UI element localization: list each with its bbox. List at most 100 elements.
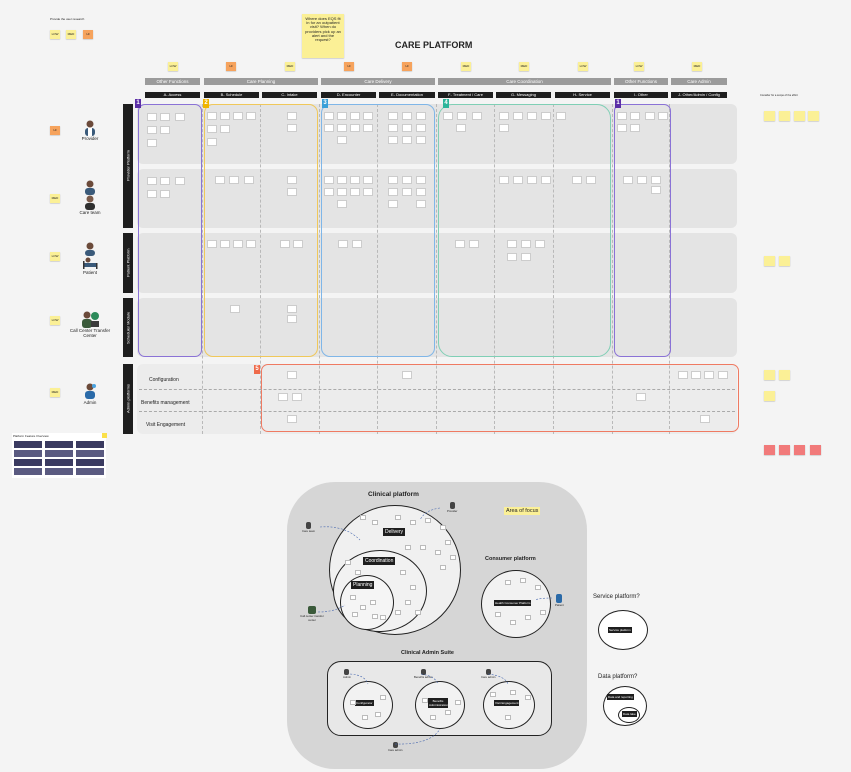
feature-card[interactable] xyxy=(556,112,566,120)
feature-card[interactable] xyxy=(388,136,398,144)
feature-card[interactable] xyxy=(472,112,482,120)
feature-card[interactable] xyxy=(455,240,465,248)
feature-card[interactable] xyxy=(645,112,655,120)
feature-card[interactable] xyxy=(244,176,254,184)
note-sticky[interactable] xyxy=(794,445,805,455)
feature-card[interactable] xyxy=(416,112,426,120)
feature-card[interactable] xyxy=(718,371,728,379)
priority-sticky[interactable]: LOW xyxy=(634,62,644,71)
feature-card[interactable] xyxy=(207,240,217,248)
feature-card[interactable] xyxy=(220,112,230,120)
feature-card[interactable] xyxy=(337,200,347,208)
feature-card[interactable] xyxy=(337,176,347,184)
feature-card[interactable] xyxy=(324,176,334,184)
feature-card[interactable] xyxy=(469,240,479,248)
priority-sticky[interactable]: MED xyxy=(461,62,471,71)
feature-card[interactable] xyxy=(287,315,297,323)
persona-tag-admin[interactable]: MED xyxy=(50,388,60,397)
feature-card[interactable] xyxy=(637,176,647,184)
feature-card[interactable] xyxy=(287,188,297,196)
feature-card[interactable] xyxy=(352,240,362,248)
priority-sticky[interactable]: HI xyxy=(344,62,354,71)
feature-card[interactable] xyxy=(230,305,240,313)
persona-tag-care-team[interactable]: MED xyxy=(50,194,60,203)
note-sticky[interactable] xyxy=(810,445,821,455)
feature-card[interactable] xyxy=(572,176,582,184)
feature-card[interactable] xyxy=(636,393,646,401)
feature-card[interactable] xyxy=(513,112,523,120)
persona-tag-patient[interactable]: LOW xyxy=(50,252,60,261)
feature-card[interactable] xyxy=(175,113,185,121)
feature-card[interactable] xyxy=(350,124,360,132)
feature-card[interactable] xyxy=(513,176,523,184)
feature-card[interactable] xyxy=(287,176,297,184)
feature-card[interactable] xyxy=(700,415,710,423)
feature-card[interactable] xyxy=(388,188,398,196)
feature-card[interactable] xyxy=(678,371,688,379)
feature-card[interactable] xyxy=(337,188,347,196)
feature-card[interactable] xyxy=(623,176,633,184)
feature-card[interactable] xyxy=(527,176,537,184)
legend-sticky-hi[interactable]: HI xyxy=(83,30,93,39)
feature-card[interactable] xyxy=(363,112,373,120)
feature-card[interactable] xyxy=(456,124,466,132)
priority-sticky[interactable]: MED xyxy=(285,62,295,71)
feature-card[interactable] xyxy=(630,124,640,132)
feature-card[interactable] xyxy=(416,200,426,208)
priority-sticky[interactable]: MED xyxy=(519,62,529,71)
feature-card[interactable] xyxy=(337,136,347,144)
feature-card[interactable] xyxy=(160,113,170,121)
feature-card[interactable] xyxy=(160,177,170,185)
note-sticky[interactable] xyxy=(764,256,775,266)
feature-card[interactable] xyxy=(499,176,509,184)
feature-card[interactable] xyxy=(388,112,398,120)
feature-card[interactable] xyxy=(287,415,297,423)
feature-card[interactable] xyxy=(416,124,426,132)
feature-card[interactable] xyxy=(287,371,297,379)
feature-card[interactable] xyxy=(521,240,531,248)
feature-card[interactable] xyxy=(293,240,303,248)
feature-card[interactable] xyxy=(207,112,217,120)
feature-card[interactable] xyxy=(363,176,373,184)
feature-card[interactable] xyxy=(337,124,347,132)
feature-card[interactable] xyxy=(651,176,661,184)
feature-card[interactable] xyxy=(388,176,398,184)
feature-card[interactable] xyxy=(457,112,467,120)
feature-card[interactable] xyxy=(402,112,412,120)
feature-card[interactable] xyxy=(658,112,668,120)
persona-tag-call-center[interactable]: LOW xyxy=(50,316,60,325)
feature-card[interactable] xyxy=(527,112,537,120)
note-sticky[interactable] xyxy=(764,111,775,121)
feature-card[interactable] xyxy=(147,113,157,121)
note-sticky[interactable] xyxy=(779,111,790,121)
feature-card[interactable] xyxy=(220,125,230,133)
feature-card[interactable] xyxy=(507,240,517,248)
feature-card[interactable] xyxy=(246,240,256,248)
feature-card[interactable] xyxy=(292,393,302,401)
feature-card[interactable] xyxy=(402,136,412,144)
note-sticky[interactable] xyxy=(779,445,790,455)
feature-card[interactable] xyxy=(246,112,256,120)
feature-card[interactable] xyxy=(416,136,426,144)
feature-card[interactable] xyxy=(287,305,297,313)
feature-card[interactable] xyxy=(402,176,412,184)
feature-card[interactable] xyxy=(233,112,243,120)
note-sticky[interactable] xyxy=(764,445,775,455)
feature-card[interactable] xyxy=(651,186,661,194)
feature-card[interactable] xyxy=(541,176,551,184)
feature-card[interactable] xyxy=(691,371,701,379)
feature-card[interactable] xyxy=(337,112,347,120)
note-sticky[interactable] xyxy=(779,370,790,380)
feature-card[interactable] xyxy=(287,112,297,120)
feature-card[interactable] xyxy=(147,139,157,147)
feature-card[interactable] xyxy=(388,124,398,132)
feature-card[interactable] xyxy=(541,112,551,120)
feature-card[interactable] xyxy=(147,126,157,134)
feature-card[interactable] xyxy=(499,112,509,120)
note-sticky[interactable] xyxy=(764,370,775,380)
feature-card[interactable] xyxy=(215,176,225,184)
feature-card[interactable] xyxy=(350,188,360,196)
feature-card[interactable] xyxy=(280,240,290,248)
feature-card[interactable] xyxy=(324,188,334,196)
feature-card[interactable] xyxy=(416,176,426,184)
